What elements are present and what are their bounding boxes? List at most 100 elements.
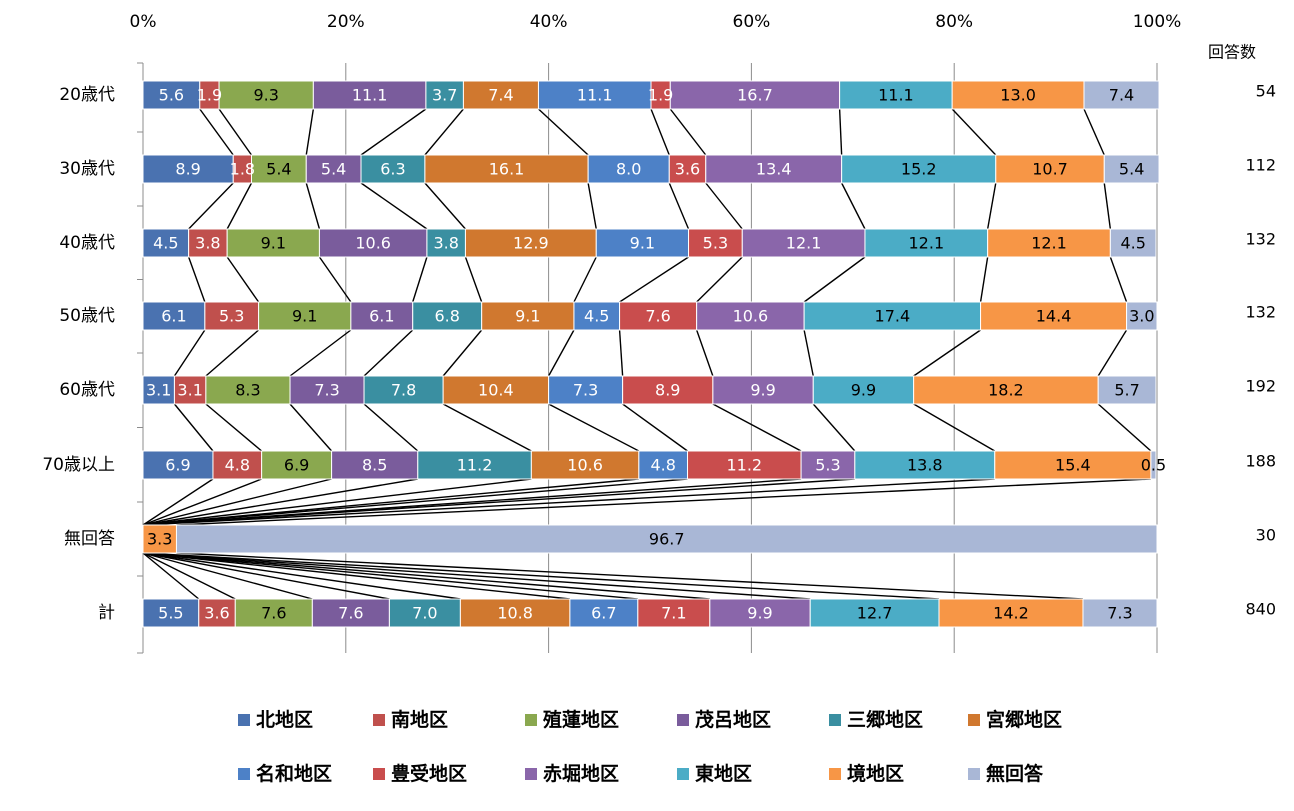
data-label: 16.7: [737, 86, 773, 105]
series-connector: [442, 403, 532, 452]
series-connector: [142, 552, 313, 600]
series-connector: [142, 478, 688, 526]
x-tick-label: 40%: [530, 12, 568, 32]
count-value: 112: [1245, 156, 1276, 175]
data-label: 6.7: [591, 604, 616, 623]
bar-segment: [1083, 80, 1160, 110]
data-label: 14.4: [1036, 307, 1072, 326]
bar-segment: [537, 80, 652, 110]
bar-segment: [425, 80, 464, 110]
data-label: 7.4: [488, 86, 513, 105]
bar-segment: [938, 598, 1084, 628]
series-connector: [363, 403, 419, 452]
data-label: 10.4: [478, 381, 514, 400]
data-label: 3.0: [1129, 307, 1154, 326]
bar-segment: [142, 598, 200, 628]
series-connector: [547, 329, 575, 377]
data-label: 4.5: [584, 307, 609, 326]
series-connector: [1103, 182, 1112, 230]
series-connector: [669, 108, 707, 156]
series-connector: [142, 478, 214, 526]
legend-label: 殖蓮地区: [543, 708, 619, 731]
legend-swatch: [968, 714, 980, 726]
data-label: 9.1: [261, 234, 286, 253]
data-label: 12.1: [909, 234, 945, 253]
data-label: 9.9: [851, 381, 876, 400]
series-connector: [573, 256, 597, 303]
count-value: 132: [1245, 230, 1276, 249]
bar-segment: [669, 80, 841, 110]
legend-label: 宮郷地区: [986, 708, 1062, 731]
series-connector: [803, 256, 866, 303]
bar-segment: [951, 80, 1085, 110]
series-connector: [841, 182, 866, 230]
data-label: 7.0: [412, 604, 437, 623]
bar-segment: [800, 450, 856, 480]
category-label: 計: [98, 603, 115, 623]
series-connector: [173, 329, 206, 377]
bar-segment: [175, 524, 1158, 554]
series-connector: [442, 329, 483, 377]
series-connector: [142, 478, 995, 526]
bar-segment: [987, 228, 1111, 258]
bar-segment: [741, 228, 866, 258]
data-label: 15.4: [1055, 456, 1091, 475]
legend-swatch: [525, 768, 537, 780]
data-label: 6.3: [380, 160, 405, 179]
series-connector: [705, 182, 743, 230]
data-label: 3.8: [433, 234, 458, 253]
series-connector: [424, 182, 466, 230]
bar-segment: [142, 524, 177, 554]
bar-segment: [173, 375, 207, 405]
data-label: 8.5: [362, 456, 387, 475]
data-label: 3.7: [432, 86, 457, 105]
data-label: 5.7: [1114, 381, 1139, 400]
data-label: 11.1: [577, 86, 613, 105]
data-label: 7.4: [1109, 86, 1134, 105]
bar-segment: [426, 228, 466, 258]
series-connector: [1083, 108, 1105, 156]
data-label: 7.3: [1107, 604, 1132, 623]
count-value: 188: [1245, 452, 1276, 471]
series-connector: [979, 256, 989, 303]
bar-segment: [619, 301, 698, 331]
bar-segment: [188, 228, 228, 258]
data-label: 3.8: [195, 234, 220, 253]
bar-segment: [994, 450, 1152, 480]
legend-swatch: [829, 714, 841, 726]
series-connector: [1097, 329, 1128, 377]
series-connector: [587, 182, 597, 230]
series-connector: [695, 329, 714, 377]
category-label: 50歳代: [59, 306, 115, 326]
x-tick-label: 20%: [327, 12, 365, 32]
bar-segment: [569, 598, 639, 628]
series-connector: [360, 108, 427, 156]
legend-swatch: [525, 714, 537, 726]
data-label: 5.4: [321, 160, 346, 179]
data-label: 9.1: [292, 307, 317, 326]
category-label: 30歳代: [59, 159, 115, 179]
data-label: 3.3: [147, 530, 172, 549]
series-connector: [142, 478, 262, 526]
data-label: 10.7: [1032, 160, 1068, 179]
series-connector: [951, 108, 997, 156]
series-connector: [548, 403, 640, 452]
bar-segment: [331, 450, 419, 480]
count-value: 54: [1256, 82, 1276, 101]
bar-segment: [417, 450, 532, 480]
x-tick-label: 80%: [935, 12, 973, 32]
bar-segment: [841, 154, 997, 184]
count-header: 回答数: [1208, 43, 1256, 62]
legend-swatch: [373, 768, 385, 780]
bar-segment: [668, 154, 707, 184]
count-value: 192: [1245, 377, 1276, 396]
series-connector: [142, 552, 638, 600]
bar-segment: [1082, 598, 1158, 628]
bar-segment: [638, 450, 689, 480]
bar-segment: [350, 301, 414, 331]
legend-label: 南地区: [391, 708, 448, 731]
data-label: 7.6: [645, 307, 670, 326]
data-label: 13.0: [1000, 86, 1036, 105]
data-label: 8.0: [616, 160, 641, 179]
